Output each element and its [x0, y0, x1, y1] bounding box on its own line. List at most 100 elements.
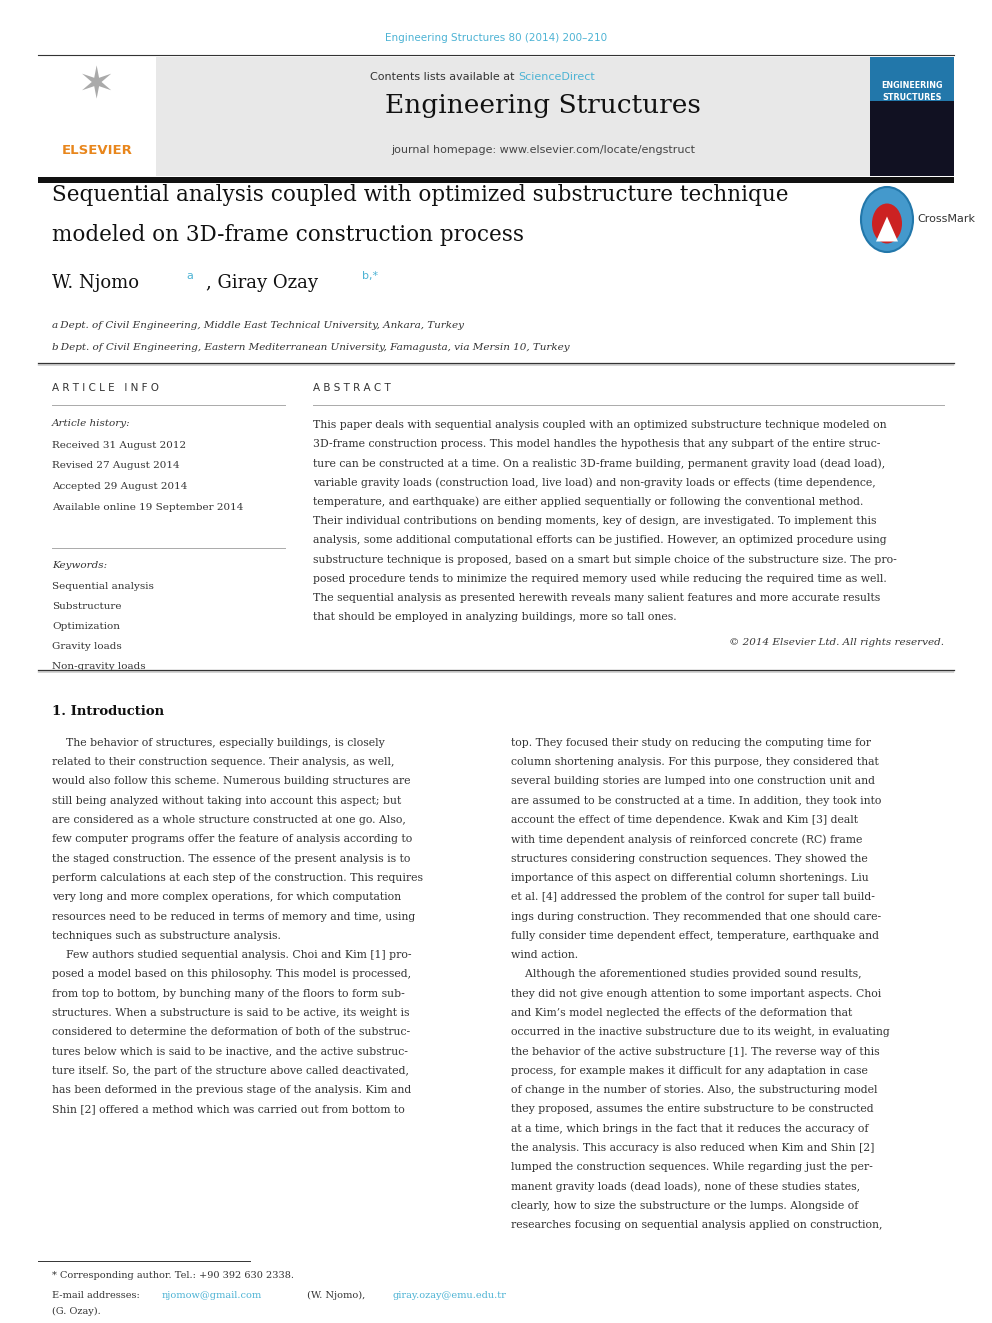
Polygon shape: [876, 217, 898, 242]
Text: (W. Njomo),: (W. Njomo),: [304, 1291, 368, 1301]
Text: manent gravity loads (dead loads), none of these studies states,: manent gravity loads (dead loads), none …: [511, 1181, 860, 1192]
Text: the behavior of the active substructure [1]. The reverse way of this: the behavior of the active substructure …: [511, 1046, 880, 1057]
Text: et al. [4] addressed the problem of the control for super tall build-: et al. [4] addressed the problem of the …: [511, 892, 875, 902]
Text: Engineering Structures 80 (2014) 200–210: Engineering Structures 80 (2014) 200–210: [385, 33, 607, 44]
Text: ture can be constructed at a time. On a realistic 3D-frame building, permanent g: ture can be constructed at a time. On a …: [313, 458, 885, 468]
Text: Sequential analysis coupled with optimized substructure technique: Sequential analysis coupled with optimiz…: [52, 184, 789, 206]
Text: Shin [2] offered a method which was carried out from bottom to: Shin [2] offered a method which was carr…: [52, 1105, 405, 1114]
Text: Their individual contributions on bending moments, key of design, are investigat: Their individual contributions on bendin…: [313, 516, 877, 527]
Text: very long and more complex operations, for which computation: very long and more complex operations, f…: [52, 892, 401, 902]
Text: * Corresponding author. Tel.: +90 392 630 2338.: * Corresponding author. Tel.: +90 392 63…: [52, 1271, 294, 1279]
Text: analysis, some additional computational efforts can be justified. However, an op: analysis, some additional computational …: [313, 536, 887, 545]
Text: at a time, which brings in the fact that it reduces the accuracy of: at a time, which brings in the fact that…: [511, 1123, 869, 1134]
Text: perform calculations at each step of the construction. This requires: perform calculations at each step of the…: [52, 873, 423, 882]
Bar: [38, 57, 156, 176]
Text: (G. Ozay).: (G. Ozay).: [52, 1307, 101, 1316]
Text: resources need to be reduced in terms of memory and time, using: resources need to be reduced in terms of…: [52, 912, 416, 922]
Text: posed procedure tends to minimize the required memory used while reducing the re: posed procedure tends to minimize the re…: [313, 574, 887, 583]
Text: are assumed to be constructed at a time. In addition, they took into: are assumed to be constructed at a time.…: [511, 795, 881, 806]
Text: they did not give enough attention to some important aspects. Choi: they did not give enough attention to so…: [511, 988, 881, 999]
Text: temperature, and earthquake) are either applied sequentially or following the co: temperature, and earthquake) are either …: [313, 496, 863, 507]
Text: Article history:: Article history:: [52, 419, 131, 429]
Text: of change in the number of stories. Also, the substructuring model: of change in the number of stories. Also…: [511, 1085, 878, 1095]
Text: W. Njomo: W. Njomo: [52, 274, 139, 292]
Text: several building stories are lumped into one construction unit and: several building stories are lumped into…: [511, 777, 875, 786]
Text: techniques such as substructure analysis.: techniques such as substructure analysis…: [52, 931, 281, 941]
Text: b,*: b,*: [362, 270, 378, 280]
Text: njomow@gmail.com: njomow@gmail.com: [162, 1291, 262, 1301]
Text: a: a: [186, 270, 192, 280]
Text: account the effect of time dependence. Kwak and Kim [3] dealt: account the effect of time dependence. K…: [511, 815, 858, 826]
Ellipse shape: [861, 187, 913, 251]
Text: Keywords:: Keywords:: [52, 561, 107, 569]
Text: ture itself. So, the part of the structure above called deactivated,: ture itself. So, the part of the structu…: [52, 1066, 409, 1076]
Text: © 2014 Elsevier Ltd. All rights reserved.: © 2014 Elsevier Ltd. All rights reserved…: [729, 638, 944, 647]
Text: clearly, how to size the substructure or the lumps. Alongside of: clearly, how to size the substructure or…: [511, 1201, 858, 1211]
Text: the analysis. This accuracy is also reduced when Kim and Shin [2]: the analysis. This accuracy is also redu…: [511, 1143, 874, 1154]
Text: Contents lists available at: Contents lists available at: [370, 71, 518, 82]
Text: giray.ozay@emu.edu.tr: giray.ozay@emu.edu.tr: [392, 1291, 506, 1301]
Text: top. They focused their study on reducing the computing time for: top. They focused their study on reducin…: [511, 738, 871, 747]
Text: a Dept. of Civil Engineering, Middle East Technical University, Ankara, Turkey: a Dept. of Civil Engineering, Middle Eas…: [52, 320, 464, 329]
Text: This paper deals with sequential analysis coupled with an optimized substructure: This paper deals with sequential analysi…: [313, 419, 887, 430]
Text: and Kim’s model neglected the effects of the deformation that: and Kim’s model neglected the effects of…: [511, 1008, 852, 1017]
Text: wind action.: wind action.: [511, 950, 578, 960]
Text: The sequential analysis as presented herewith reveals many salient features and : The sequential analysis as presented her…: [313, 593, 880, 603]
Text: from top to bottom, by bunching many of the floors to form sub-: from top to bottom, by bunching many of …: [52, 988, 405, 999]
Text: variable gravity loads (construction load, live load) and non-gravity loads or e: variable gravity loads (construction loa…: [313, 478, 876, 488]
Text: 3D-frame construction process. This model handles the hypothesis that any subpar: 3D-frame construction process. This mode…: [313, 439, 880, 448]
Text: Few authors studied sequential analysis. Choi and Kim [1] pro-: Few authors studied sequential analysis.…: [52, 950, 412, 960]
Text: Available online 19 September 2014: Available online 19 September 2014: [52, 503, 243, 512]
Text: The behavior of structures, especially buildings, is closely: The behavior of structures, especially b…: [52, 738, 385, 747]
Text: , Giray Ozay: , Giray Ozay: [206, 274, 318, 292]
Text: fully consider time dependent effect, temperature, earthquake and: fully consider time dependent effect, te…: [511, 931, 879, 941]
Text: lumped the construction sequences. While regarding just the per-: lumped the construction sequences. While…: [511, 1163, 873, 1172]
Text: ENGINEERING
STRUCTURES: ENGINEERING STRUCTURES: [881, 81, 942, 102]
Text: Accepted 29 August 2014: Accepted 29 August 2014: [52, 482, 187, 491]
Text: occurred in the inactive substructure due to its weight, in evaluating: occurred in the inactive substructure du…: [511, 1027, 890, 1037]
Text: are considered as a whole structure constructed at one go. Also,: are considered as a whole structure cons…: [52, 815, 406, 826]
Text: that should be employed in analyzing buildings, more so tall ones.: that should be employed in analyzing bui…: [313, 613, 677, 623]
Bar: [38, 176, 954, 183]
Text: 1. Introduction: 1. Introduction: [52, 705, 164, 718]
Text: would also follow this scheme. Numerous building structures are: would also follow this scheme. Numerous …: [52, 777, 411, 786]
Text: Optimization: Optimization: [52, 622, 120, 631]
Text: substructure technique is proposed, based on a smart but simple choice of the su: substructure technique is proposed, base…: [313, 554, 897, 565]
Text: related to their construction sequence. Their analysis, as well,: related to their construction sequence. …: [52, 757, 395, 767]
Text: has been deformed in the previous stage of the analysis. Kim and: has been deformed in the previous stage …: [52, 1085, 412, 1095]
Text: researches focusing on sequential analysis applied on construction,: researches focusing on sequential analys…: [511, 1220, 883, 1230]
Text: journal homepage: www.elsevier.com/locate/engstruct: journal homepage: www.elsevier.com/locat…: [391, 146, 695, 155]
Text: ings during construction. They recommended that one should care-: ings during construction. They recommend…: [511, 912, 881, 922]
Bar: [870, 101, 954, 176]
Text: Engineering Structures: Engineering Structures: [385, 94, 701, 119]
Text: CrossMark: CrossMark: [917, 214, 975, 225]
Text: few computer programs offer the feature of analysis according to: few computer programs offer the feature …: [52, 835, 413, 844]
Bar: [870, 57, 954, 176]
Ellipse shape: [872, 204, 902, 243]
Text: Revised 27 August 2014: Revised 27 August 2014: [52, 462, 180, 471]
Text: with time dependent analysis of reinforced concrete (RC) frame: with time dependent analysis of reinforc…: [511, 835, 862, 845]
Text: Received 31 August 2012: Received 31 August 2012: [52, 441, 186, 450]
Text: Substructure: Substructure: [52, 602, 121, 611]
Text: structures considering construction sequences. They showed the: structures considering construction sequ…: [511, 853, 868, 864]
Text: ✶: ✶: [78, 65, 116, 107]
Text: column shortening analysis. For this purpose, they considered that: column shortening analysis. For this pur…: [511, 757, 879, 767]
Text: the staged construction. The essence of the present analysis is to: the staged construction. The essence of …: [52, 853, 411, 864]
Text: posed a model based on this philosophy. This model is processed,: posed a model based on this philosophy. …: [52, 970, 411, 979]
Text: still being analyzed without taking into account this aspect; but: still being analyzed without taking into…: [52, 795, 401, 806]
Text: b Dept. of Civil Engineering, Eastern Mediterranean University, Famagusta, via M: b Dept. of Civil Engineering, Eastern Me…: [52, 343, 569, 352]
Text: considered to determine the deformation of both of the substruc-: considered to determine the deformation …: [52, 1027, 410, 1037]
Text: Sequential analysis: Sequential analysis: [52, 582, 154, 591]
Text: ELSEVIER: ELSEVIER: [62, 144, 133, 157]
Text: modeled on 3D-frame construction process: modeled on 3D-frame construction process: [52, 225, 524, 246]
Text: importance of this aspect on differential column shortenings. Liu: importance of this aspect on differentia…: [511, 873, 869, 882]
Text: A B S T R A C T: A B S T R A C T: [313, 382, 391, 393]
Text: ScienceDirect: ScienceDirect: [518, 71, 595, 82]
Text: they proposed, assumes the entire substructure to be constructed: they proposed, assumes the entire substr…: [511, 1105, 874, 1114]
Text: Gravity loads: Gravity loads: [52, 642, 122, 651]
Text: E-mail addresses:: E-mail addresses:: [52, 1291, 143, 1301]
Text: structures. When a substructure is said to be active, its weight is: structures. When a substructure is said …: [52, 1008, 410, 1017]
Text: tures below which is said to be inactive, and the active substruc-: tures below which is said to be inactive…: [52, 1046, 408, 1057]
Text: A R T I C L E   I N F O: A R T I C L E I N F O: [52, 382, 159, 393]
Text: process, for example makes it difficult for any adaptation in case: process, for example makes it difficult …: [511, 1066, 868, 1076]
